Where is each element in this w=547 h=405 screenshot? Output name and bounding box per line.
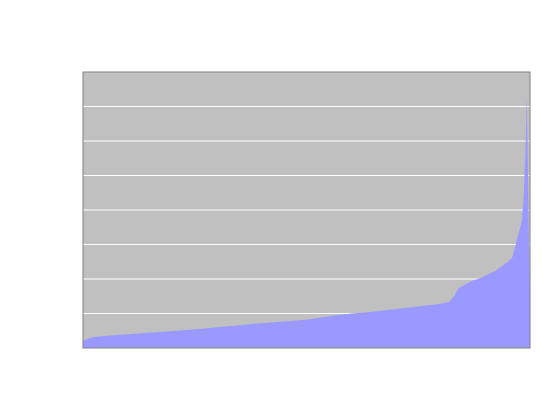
plot-border — [82, 71, 531, 349]
series-layer — [83, 96, 530, 349]
gridlines — [83, 106, 530, 314]
series-area — [83, 96, 530, 349]
axes — [82, 71, 531, 349]
